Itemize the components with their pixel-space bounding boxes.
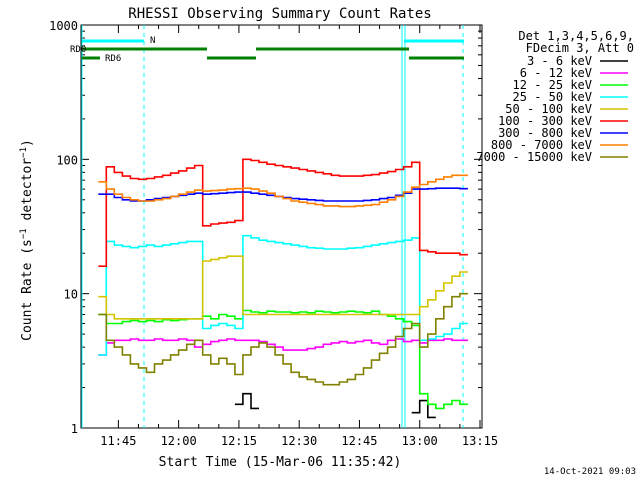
y-axis-label-middle: detector [20,158,35,229]
x-tick-label: 12:45 [341,434,377,448]
legend-entry-label: 50 - 100 keV [505,102,592,116]
chart-title: RHESSI Observing Summary Count Rates [128,6,431,22]
legend-entry-label: 6 - 12 keV [520,66,592,80]
legend-entry-label: 3 - 6 keV [527,54,592,68]
series-line [98,158,468,267]
flag-label-n: N [150,36,155,46]
x-tick-label: 12:15 [221,434,257,448]
series-line [98,338,468,356]
series-line [98,234,468,356]
y-tick-label: 100 [56,153,78,167]
legend-entry-label: 800 - 7000 keV [491,138,592,152]
legend-entry-label: 100 - 300 keV [498,114,592,128]
series-line [98,174,468,208]
x-tick-label: 13:00 [402,434,438,448]
y-axis-label-sup2: −1 [19,147,29,158]
y-axis-label-sup1: −1 [19,228,29,239]
series-line [234,392,436,419]
y-axis-label-prefix: Count Rate (s [20,239,35,341]
y-axis-label: Count Rate (s−1 detector−1) [19,139,35,341]
legend-header-line-1: Det 1,3,4,5,6,9, [518,29,634,43]
legend: Det 1,3,4,5,6,9, FDecim 3, Att 0 3 - 6 k… [476,29,634,164]
x-tick-label: 11:45 [100,434,136,448]
x-tick-label: 12:00 [161,434,197,448]
series-line [98,255,468,320]
series-line [98,292,468,386]
y-tick-label: 1000 [49,19,78,33]
legend-entry-label: 12 - 25 keV [513,78,592,92]
plot-area: 1 10 100 1000 11:45 12:00 12:15 12:30 12:45 13:00… [49,19,498,448]
y-axis-label-suffix: ) [20,139,35,147]
x-axis-label: Start Time (15-Mar-06 11:35:42) [159,455,402,470]
legend-entry-label: 300 - 800 keV [498,126,592,140]
x-tick-label: 13:15 [462,434,498,448]
legend-header-line-2: FDecim 3, Att 0 [526,41,634,55]
timestamp: 14-Oct-2021 09:03 [544,467,636,477]
y-tick-label: 1 [71,422,78,436]
series-line [98,309,468,410]
x-tick-label: 12:30 [281,434,317,448]
plot-frame [80,24,483,429]
legend-entry-label: 7000 - 15000 keV [476,150,592,164]
y-tick-label: 10 [64,288,78,302]
legend-entry-label: 25 - 50 keV [513,90,592,104]
flag-label-rd0: RD0 [70,45,86,55]
flag-label-rd6: RD6 [105,54,121,64]
